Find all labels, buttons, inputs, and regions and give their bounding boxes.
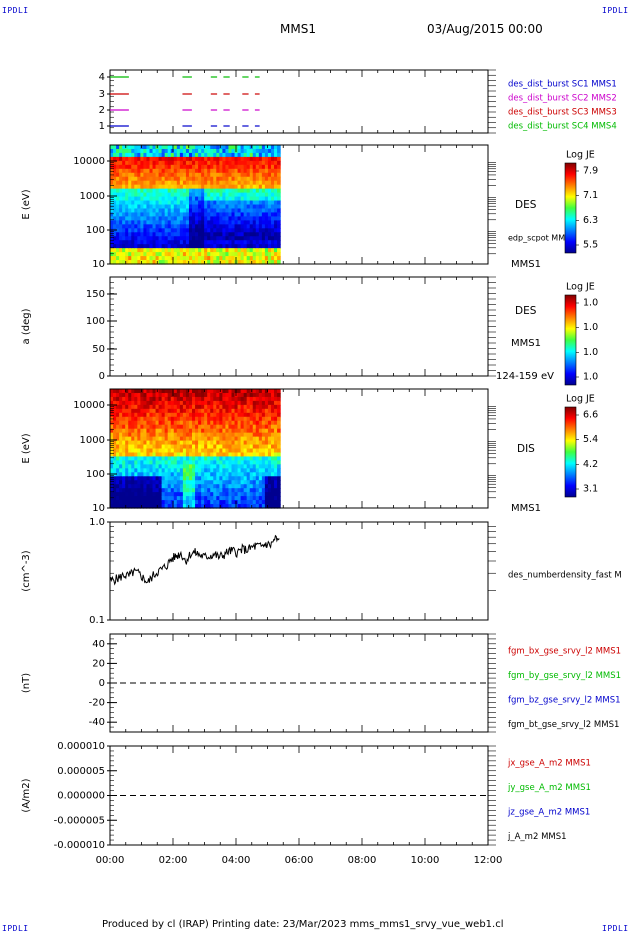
corner-label-bottom-right: IPDLI [602, 924, 629, 933]
legend-burst-2: des_dist_burst SC2 MMS2 [508, 94, 617, 104]
time-axis-label: 12:00 [474, 855, 503, 866]
panel-2-ylabel: E (eV) [21, 189, 32, 219]
legend-j-1: jy_gse_A_m2 MMS1 [507, 783, 591, 793]
panel-4-colorbar-label: 6.6 [583, 410, 598, 421]
footer-credit: Produced by cl (IRAP) Printing date: 23/… [102, 919, 504, 930]
legend-b-1: fgm_by_gse_srvy_l2 MMS1 [508, 671, 621, 681]
mission-title: MMS1 [280, 22, 316, 36]
panel-2-colorbar-title: Log JE [566, 150, 595, 161]
legend-j-0: jx_gse_A_m2 MMS1 [507, 759, 591, 769]
time-axis-label: 00:00 [96, 855, 125, 866]
time-axis-label: 10:00 [411, 855, 440, 866]
panel-6-ylabel: (nT) [21, 673, 32, 693]
time-axis-label: 08:00 [348, 855, 377, 866]
panel-7-ytick-label: 0.000010 [57, 741, 105, 752]
panel-6-ytick-label: 20 [92, 658, 105, 669]
time-axis-label: 06:00 [285, 855, 314, 866]
panel-4-spacecraft: MMS1 [511, 503, 541, 514]
panel-3-colorbar-label: 1.0 [583, 347, 598, 358]
time-axis-label: 02:00 [159, 855, 188, 866]
panel-2-spacecraft: MMS1 [511, 259, 541, 270]
panel-3-colorbar-label: 1.0 [583, 372, 598, 383]
panel-2-ytick-label: 1000 [80, 191, 105, 202]
panel-3-ytick-label: 0 [99, 371, 105, 382]
panel-4-ytick-label: 10 [92, 503, 105, 514]
panel-7-ytick-label: -0.000005 [54, 815, 105, 826]
legend-j-2: jz_gse_A_m2 MMS1 [507, 808, 590, 818]
panel-2-colorbar [564, 162, 577, 254]
panel-5-ytick-label: 1.0 [89, 517, 105, 528]
panel-6-ytick-label: -20 [89, 698, 105, 709]
panel-4-colorbar-label: 3.1 [583, 484, 598, 495]
corner-label-top-left: IPDLI [2, 6, 29, 15]
panel-3-colorbar-label: 1.0 [583, 298, 598, 309]
panel-6-ytick-label: -40 [89, 717, 105, 728]
panel-5-ytick-label: 0.1 [89, 615, 105, 626]
panel-4-colorbar [564, 406, 577, 498]
panel-3-spacecraft: MMS1 [511, 338, 541, 349]
legend-b-3: fgm_bt_gse_srvy_l2 MMS1 [508, 720, 619, 730]
panel-3-ytick-label: 50 [92, 344, 105, 355]
panel-2-ytick-label: 10 [92, 259, 105, 270]
legend-burst-4: des_dist_burst SC4 MMS4 [508, 122, 617, 132]
panel-2-instrument: DES [515, 199, 537, 211]
panel-1-ytick-label: 4 [99, 72, 105, 83]
legend-burst-1: des_dist_burst SC1 MMS1 [508, 80, 617, 90]
panel-2-ytick-label: 100 [86, 225, 105, 236]
panel-6-ytick-label: 0 [99, 678, 105, 689]
panel-3-ytick-label: 150 [86, 289, 105, 300]
corner-label-top-right: IPDLI [602, 6, 629, 15]
panel-3-ylabel: a (deg) [21, 308, 32, 344]
panel-4-ylabel: E (eV) [21, 433, 32, 463]
panel-1-ytick-label: 1 [99, 121, 105, 132]
panel-4-ytick-label: 100 [86, 469, 105, 480]
panel-2-ytick-label: 10000 [73, 156, 105, 167]
legend-j-3: j_A_m2 MMS1 [507, 832, 567, 842]
time-axis-label: 04:00 [222, 855, 251, 866]
panel-3-colorbar-title: Log JE [566, 282, 595, 293]
panel-7-ytick-label: 0.000005 [57, 766, 105, 777]
des-energy-spectrogram [110, 145, 281, 265]
corner-label-bottom-left: IPDLI [2, 924, 29, 933]
panel-6-ytick-label: 40 [92, 639, 105, 650]
panel-2-overlay-label: edp_scpot MMS1 [508, 234, 575, 243]
panel-3-instrument: DES [515, 305, 537, 317]
panel-3-energy-band: 124-159 eV [496, 371, 554, 382]
legend-density: des_numberdensity_fast M [508, 571, 622, 581]
datetime-title: 03/Aug/2015 00:00 [427, 22, 543, 36]
panel-4-ytick-label: 1000 [80, 435, 105, 446]
panel-2-colorbar-label: 7.1 [583, 190, 598, 201]
legend-b-0: fgm_bx_gse_srvy_l2 MMS1 [508, 647, 621, 657]
legend-b-2: fgm_bz_gse_srvy_l2 MMS1 [508, 696, 621, 706]
panel-1-ytick-label: 2 [99, 105, 105, 116]
panel-7-ytick-label: 0.000000 [57, 791, 105, 802]
panel-2-colorbar-label: 7.9 [583, 166, 598, 177]
panel-1-ytick-label: 3 [99, 89, 105, 100]
panel-1-frame [109, 69, 489, 134]
panel-2-colorbar-label: 6.3 [583, 215, 598, 226]
panel-3-frame [109, 276, 489, 377]
panel-4-ytick-label: 10000 [73, 400, 105, 411]
legend-burst-3: des_dist_burst SC3 MMS3 [508, 108, 617, 118]
panel-3-colorbar-label: 1.0 [583, 322, 598, 333]
panel-3-ytick-label: 100 [86, 316, 105, 327]
panel-4-instrument: DIS [517, 443, 535, 455]
panel-3-colorbar [564, 294, 577, 386]
panel-2-colorbar-label: 5.5 [583, 240, 598, 251]
dis-energy-spectrogram [110, 389, 281, 509]
panel-7-ytick-label: -0.000010 [54, 840, 105, 851]
panel-4-colorbar-title: Log JE [566, 394, 595, 405]
panel-7-ylabel: (A/m2) [21, 778, 32, 812]
panel-5-frame [109, 521, 489, 621]
panel-4-colorbar-label: 4.2 [583, 459, 598, 470]
density-line [109, 534, 280, 586]
panel-5-ylabel: (cm^-3) [21, 550, 32, 591]
panel-4-colorbar-label: 5.4 [583, 434, 598, 445]
